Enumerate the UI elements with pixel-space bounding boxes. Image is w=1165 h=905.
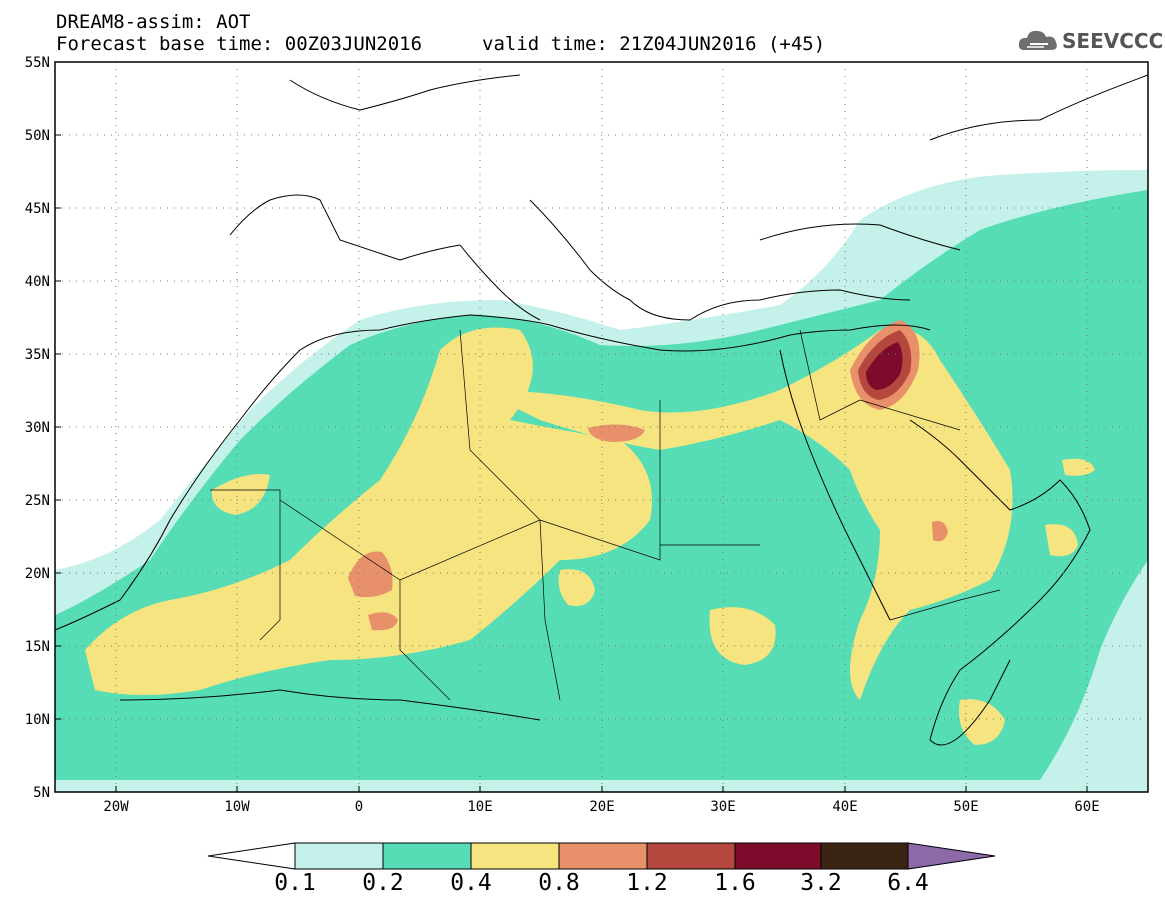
lat-label: 55N	[25, 55, 50, 71]
aot-band-0.4	[85, 327, 1095, 745]
colorbar-label: 0.8	[538, 870, 580, 896]
colorbar-label: 0.2	[362, 870, 404, 896]
lon-label: 10E	[467, 799, 492, 815]
colorbar-swatch	[820, 842, 909, 870]
lon-label: 50E	[953, 799, 978, 815]
colorbar-label: 0.1	[274, 870, 316, 896]
lon-label: 60E	[1074, 799, 1099, 815]
title-valid-time: valid time: 21Z04JUN2016 (+45)	[482, 33, 826, 55]
lat-label: 5N	[33, 785, 50, 801]
colorbar-label: 1.2	[626, 870, 668, 896]
seevccc-logo: SEEVCCC	[1018, 26, 1163, 54]
lat-label: 25N	[25, 493, 50, 509]
colorbar-swatch	[470, 842, 560, 870]
graticule	[55, 62, 1148, 792]
title-model: DREAM8-assim: AOT	[56, 11, 251, 33]
lon-label: 30E	[710, 799, 735, 815]
colorbar	[207, 842, 996, 870]
lon-label: 20W	[103, 799, 129, 815]
lat-label: 20N	[25, 566, 50, 582]
colorbar-label: 1.6	[714, 870, 756, 896]
lon-label: 0	[355, 799, 363, 815]
lat-labels: 55N 50N 45N 40N 35N 30N 25N 20N 15N 10N …	[25, 55, 50, 801]
lat-label: 45N	[25, 201, 50, 217]
logo-text: SEEVCCC	[1062, 29, 1164, 53]
lat-label: 10N	[25, 712, 50, 728]
coastlines	[55, 74, 1148, 746]
colorbar-high-arrow	[907, 842, 996, 870]
cloud-icon	[1018, 30, 1057, 50]
colorbar-label: 3.2	[800, 870, 842, 896]
tick-marks	[55, 61, 1088, 792]
colorbar-swatch	[382, 842, 472, 870]
aot-band-1.6	[866, 342, 903, 390]
lon-labels: 20W 10W 0 10E 20E 30E 40E 50E 60E	[103, 799, 1099, 815]
lat-label: 40N	[25, 274, 50, 290]
lat-label: 30N	[25, 420, 50, 436]
lon-label: 20E	[589, 799, 614, 815]
country-borders	[210, 329, 1001, 701]
lat-label: 35N	[25, 347, 50, 363]
colorbar-swatch	[294, 842, 384, 870]
colorbar-label: 0.4	[450, 870, 492, 896]
lat-label: 50N	[25, 128, 50, 144]
lon-label: 10W	[224, 799, 250, 815]
lon-label: 40E	[832, 799, 857, 815]
colorbar-swatch	[734, 842, 822, 870]
colorbar-low-arrow	[207, 842, 296, 870]
title-base-time: Forecast base time: 00Z03JUN2016	[56, 33, 423, 55]
lat-label: 15N	[25, 639, 50, 655]
colorbar-swatch	[558, 842, 648, 870]
colorbar-swatch	[646, 842, 736, 870]
colorbar-label: 6.4	[887, 870, 929, 896]
